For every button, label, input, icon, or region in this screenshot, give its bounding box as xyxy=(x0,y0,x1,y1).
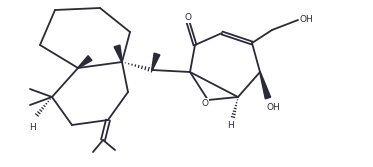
Text: H: H xyxy=(29,123,35,132)
Text: OH: OH xyxy=(299,16,313,25)
Text: O: O xyxy=(201,99,209,108)
Text: O: O xyxy=(185,14,191,23)
Text: OH: OH xyxy=(266,104,280,113)
Polygon shape xyxy=(260,72,271,99)
Text: H: H xyxy=(228,121,234,129)
Polygon shape xyxy=(78,56,92,68)
Polygon shape xyxy=(114,45,122,62)
Polygon shape xyxy=(152,53,160,70)
